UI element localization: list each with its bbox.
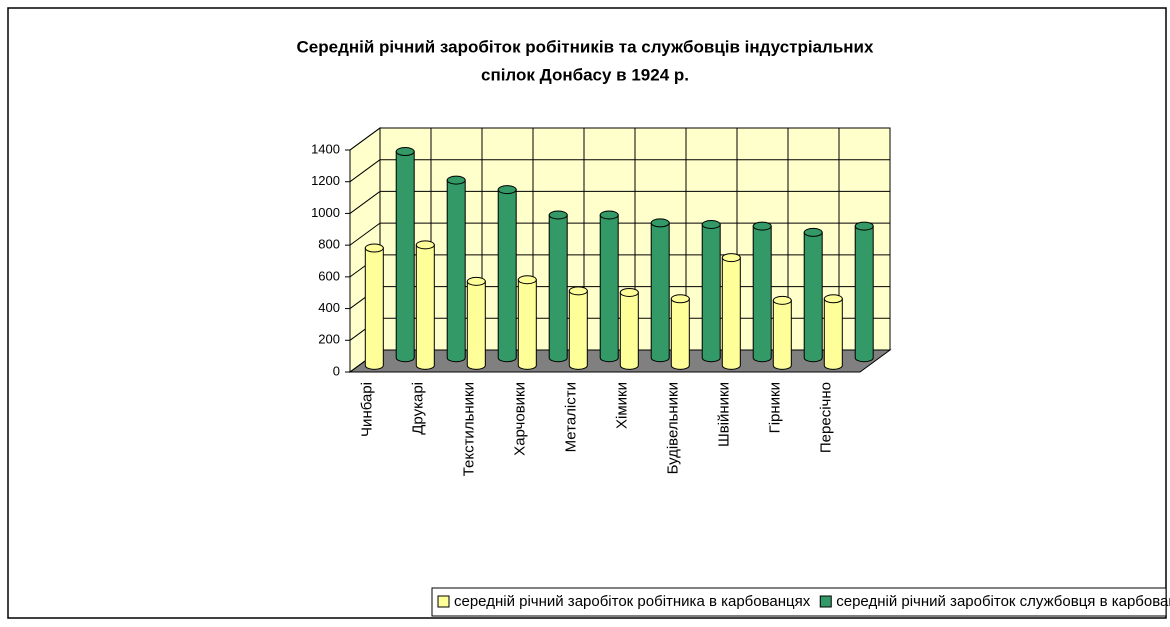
bar	[803, 227, 823, 363]
x-tick-label: Металісти	[562, 382, 579, 452]
bar	[670, 294, 690, 370]
y-tick-label: 800	[318, 237, 340, 252]
bar	[517, 275, 537, 370]
bar	[599, 210, 619, 363]
y-tick-label: 600	[318, 268, 340, 283]
x-tick-label: Чинбарі	[358, 382, 375, 437]
y-tick-label: 400	[318, 300, 340, 315]
y-tick-label: 200	[318, 332, 340, 347]
bar	[364, 243, 384, 370]
bar	[854, 221, 874, 363]
x-tick-label: Швійники	[715, 382, 732, 447]
y-tick-label: 1200	[311, 173, 340, 188]
grid-line	[349, 222, 381, 246]
bar	[568, 286, 588, 370]
y-tick-label: 1400	[311, 141, 340, 156]
legend-box	[431, 587, 1167, 617]
legend-swatch	[819, 595, 832, 608]
bar	[701, 220, 721, 363]
legend-label: середній річний заробіток робітника в ка…	[454, 593, 811, 610]
chart-title: спілок Донбасу в 1924 р.	[481, 65, 689, 84]
x-tick-label: Друкарі	[409, 382, 426, 435]
y-tick-label: 1000	[311, 205, 340, 220]
x-tick-label: Текстильники	[460, 382, 477, 476]
bar	[721, 253, 741, 370]
bar	[752, 221, 772, 363]
grid-line	[349, 159, 381, 183]
bar	[466, 276, 486, 370]
bar	[650, 218, 670, 363]
y-tick-label: 0	[333, 363, 340, 378]
bar	[619, 287, 639, 370]
bar	[446, 175, 466, 363]
grid-line	[349, 127, 381, 151]
chart-title: Середній річний заробіток робітників та …	[297, 37, 874, 56]
bar	[497, 185, 517, 363]
bar	[395, 147, 415, 363]
legend-label: середній річний заробіток службовця в ка…	[836, 593, 1170, 610]
x-tick-label: Гірники	[766, 382, 783, 433]
bar	[548, 210, 568, 363]
bar	[823, 294, 843, 370]
legend-swatch	[437, 595, 450, 608]
grid-line	[349, 191, 381, 214]
bar	[772, 295, 792, 370]
x-tick-label: Харчовики	[511, 382, 528, 456]
x-tick-label: Пересічно	[817, 382, 834, 453]
x-tick-label: Будівельники	[664, 382, 681, 474]
x-tick-label: Хімики	[613, 382, 630, 429]
bar	[415, 240, 435, 370]
